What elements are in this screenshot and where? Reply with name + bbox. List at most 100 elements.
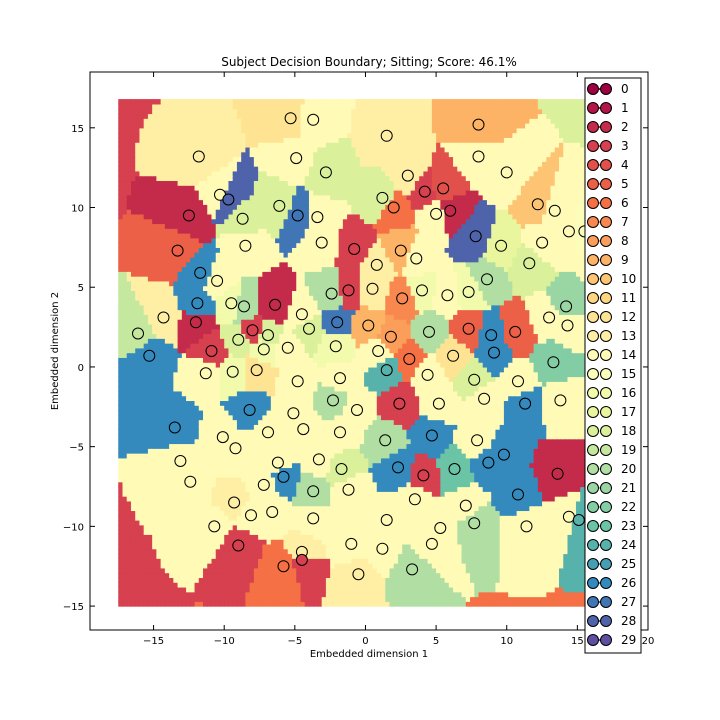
data-point xyxy=(392,461,404,474)
legend-marker xyxy=(600,83,612,95)
x-axis-ticks: −15 −10 −5 0 5 10 15 20 xyxy=(143,72,654,647)
legend-label: 24 xyxy=(621,538,636,552)
data-point xyxy=(562,510,575,523)
data-point xyxy=(312,453,325,466)
data-point xyxy=(417,469,430,482)
legend-label: 14 xyxy=(621,348,636,362)
data-point xyxy=(319,166,332,179)
data-point xyxy=(297,423,310,436)
legend-label: 7 xyxy=(621,215,629,229)
data-point xyxy=(394,244,407,257)
data-point xyxy=(548,204,561,217)
legend-marker xyxy=(600,425,612,437)
legend-marker xyxy=(600,178,612,190)
y-tick-label: 0 xyxy=(78,363,84,374)
legend-marker xyxy=(600,235,612,247)
legend-marker xyxy=(600,558,612,570)
data-point xyxy=(560,300,573,313)
legend-marker xyxy=(587,387,599,399)
legend-marker xyxy=(587,178,599,190)
legend-label: 16 xyxy=(621,386,636,400)
data-point xyxy=(432,397,445,410)
legend-label: 29 xyxy=(621,633,636,647)
legend-label: 19 xyxy=(621,443,636,457)
data-point xyxy=(421,368,434,381)
legend-marker xyxy=(587,596,599,608)
data-point xyxy=(216,431,229,444)
legend-marker xyxy=(600,368,612,380)
data-point xyxy=(478,392,491,405)
data-point xyxy=(387,201,400,214)
data-point xyxy=(482,456,495,469)
legend-marker xyxy=(600,387,612,399)
x-axis-label: Embedded dimension 1 xyxy=(310,649,428,660)
data-point xyxy=(246,324,259,337)
legend-label: 1 xyxy=(621,101,629,115)
data-point xyxy=(448,463,461,475)
data-point xyxy=(509,325,522,338)
data-point xyxy=(512,375,524,388)
legend-marker xyxy=(600,520,612,532)
data-point xyxy=(291,209,304,222)
data-point xyxy=(171,244,184,257)
data-point xyxy=(401,169,414,182)
data-point xyxy=(191,297,204,310)
legend-label: 28 xyxy=(621,614,636,628)
data-point xyxy=(425,537,438,550)
data-point xyxy=(547,356,560,369)
legend-label: 21 xyxy=(621,481,636,495)
legend-label: 2 xyxy=(621,120,629,134)
legend-marker xyxy=(587,406,599,418)
data-point xyxy=(348,243,361,255)
legend-marker xyxy=(587,216,599,228)
y-tick-label: 10 xyxy=(71,204,84,215)
data-point xyxy=(199,367,212,380)
legend-marker xyxy=(587,159,599,171)
data-point xyxy=(232,333,245,346)
legend-label: 0 xyxy=(621,82,629,96)
x-tick-label: −10 xyxy=(214,636,235,647)
data-point xyxy=(335,463,348,475)
data-point xyxy=(403,353,416,365)
data-point xyxy=(269,298,282,311)
legend-marker xyxy=(600,539,612,551)
legend-label: 6 xyxy=(621,196,629,210)
legend-marker xyxy=(587,330,599,342)
data-point xyxy=(236,212,249,225)
data-point xyxy=(174,455,187,467)
data-point xyxy=(277,560,290,573)
data-point xyxy=(281,341,294,354)
data-point xyxy=(562,225,575,238)
data-point xyxy=(441,289,454,302)
legend-marker xyxy=(587,121,599,133)
data-point xyxy=(329,340,342,353)
data-point xyxy=(243,404,256,416)
data-point xyxy=(362,319,375,332)
legend-marker xyxy=(600,615,612,627)
data-point xyxy=(208,520,221,533)
data-point xyxy=(572,514,585,526)
data-point xyxy=(434,522,447,534)
data-point xyxy=(315,236,328,249)
data-point xyxy=(393,397,406,410)
legend-label: 9 xyxy=(621,253,629,267)
legend-label: 10 xyxy=(621,272,636,286)
data-point xyxy=(290,152,303,165)
legend-label: 8 xyxy=(621,234,629,248)
data-point xyxy=(531,198,544,211)
legend-marker xyxy=(600,577,612,589)
legend-marker xyxy=(587,577,599,589)
plot-frame xyxy=(89,71,649,631)
data-point xyxy=(376,542,389,555)
data-point xyxy=(437,182,450,195)
data-point xyxy=(232,539,245,552)
x-tick-label: 15 xyxy=(571,636,584,647)
x-tick-label: 20 xyxy=(642,636,655,647)
data-point xyxy=(396,292,409,305)
data-point xyxy=(352,568,365,581)
data-point xyxy=(225,297,238,310)
data-point xyxy=(327,394,339,407)
data-point xyxy=(257,343,270,356)
data-point xyxy=(376,191,389,204)
legend-marker xyxy=(587,311,599,323)
